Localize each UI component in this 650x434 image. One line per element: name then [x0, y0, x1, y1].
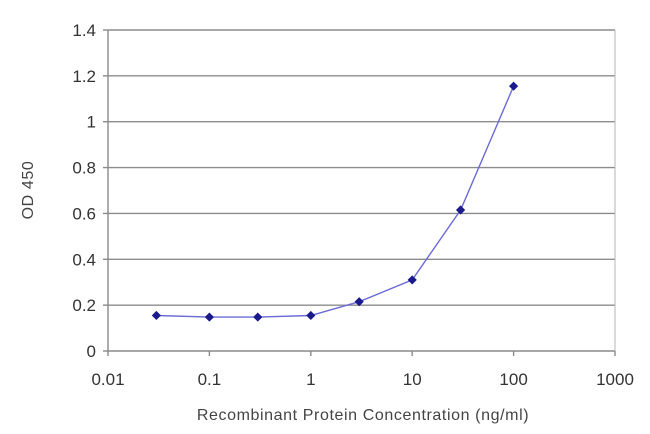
x-tick-label-1: 0.1	[198, 370, 222, 389]
y-axis-title: OD 450	[20, 161, 37, 220]
y-tick-label-5: 1	[87, 113, 96, 132]
x-tick-label-2: 1	[306, 370, 315, 389]
y-tick-label-1: 0.2	[72, 296, 96, 315]
x-tick-label-3: 10	[403, 370, 422, 389]
data-point-1	[204, 312, 214, 322]
data-point-5	[407, 275, 417, 285]
data-point-0	[151, 310, 161, 321]
x-axis-ticks: 0.01 0.1 1 10 100 1000	[91, 351, 634, 389]
data-point-2	[253, 312, 263, 322]
y-tick-label-4: 0.8	[72, 159, 96, 178]
data-point-3	[306, 310, 316, 321]
y-tick-label-6: 1.2	[72, 67, 96, 86]
gridlines	[108, 29, 615, 306]
x-tick-label-0: 0.01	[91, 370, 124, 389]
axes	[107, 30, 616, 352]
series	[151, 81, 519, 322]
x-axis-title: Recombinant Protein Concentration (ng/ml…	[197, 407, 529, 424]
y-tick-label-2: 0.4	[72, 250, 96, 269]
y-tick-label-0: 0	[87, 342, 96, 361]
data-point-4	[354, 297, 364, 307]
series-line-0	[156, 85, 515, 318]
data-point-7	[509, 81, 519, 91]
x-tick-label-4: 100	[499, 370, 527, 389]
y-tick-label-3: 0.6	[72, 204, 96, 223]
y-tick-label-7: 1.4	[72, 21, 96, 40]
y-axis-ticks: 0 0.2 0.4 0.6 0.8 1 1.2 1.4	[72, 21, 108, 361]
x-tick-label-5: 1000	[596, 370, 634, 389]
data-point-6	[455, 205, 466, 215]
